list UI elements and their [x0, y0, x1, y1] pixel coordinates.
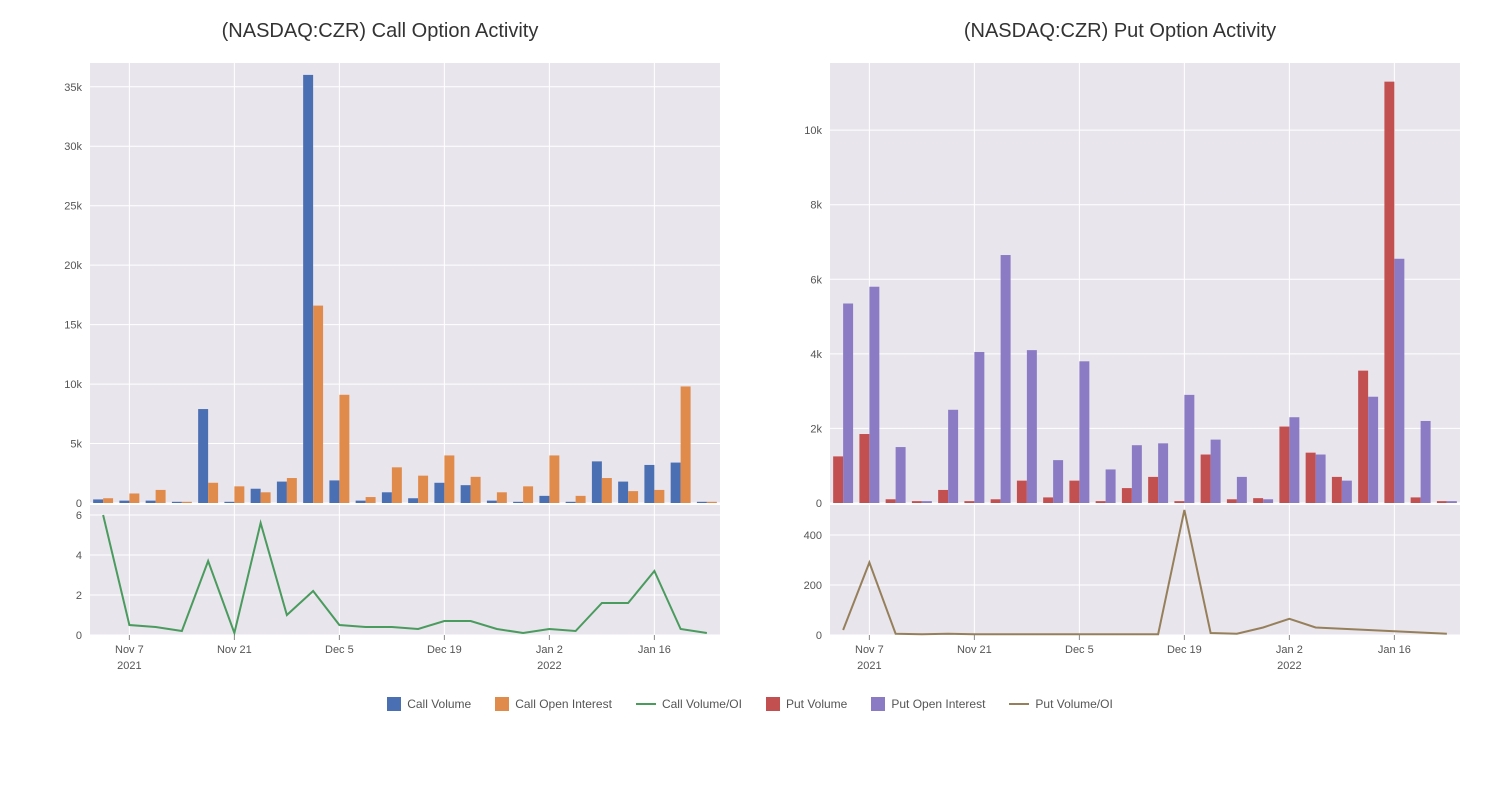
svg-text:0: 0 — [816, 498, 822, 510]
svg-text:Jan 2: Jan 2 — [1276, 644, 1303, 656]
legend-line — [636, 703, 656, 705]
svg-text:200: 200 — [804, 580, 822, 592]
legend-label: Put Volume/OI — [1035, 697, 1112, 711]
svg-text:Dec 19: Dec 19 — [1167, 644, 1202, 656]
svg-text:2022: 2022 — [1277, 660, 1301, 672]
legend-swatch — [871, 697, 885, 711]
put-title: (NASDAQ:CZR) Put Option Activity — [770, 20, 1470, 43]
svg-text:6k: 6k — [810, 274, 822, 286]
svg-text:10k: 10k — [804, 125, 822, 137]
svg-text:20k: 20k — [64, 260, 82, 272]
svg-text:Nov 7: Nov 7 — [855, 644, 884, 656]
svg-text:2021: 2021 — [117, 660, 141, 672]
call-svg: 0 5k 10k 15k 20k 25k 30k 35k 0 2 4 6 Nov 7 Nov 21 Dec … — [30, 53, 730, 685]
call-panel: (NASDAQ:CZR) Call Option Activity 0 5k 10k… — [30, 20, 730, 685]
put-panel: (NASDAQ:CZR) Put Option Activity 0 2k 4k 6k… — [770, 20, 1470, 685]
svg-text:Dec 5: Dec 5 — [325, 644, 354, 656]
svg-text:5k: 5k — [70, 439, 82, 451]
legend-item: Put Volume/OI — [1009, 697, 1112, 711]
legend-line — [1009, 703, 1029, 705]
svg-text:Jan 16: Jan 16 — [638, 644, 671, 656]
svg-text:Jan 2: Jan 2 — [536, 644, 563, 656]
legend-label: Put Volume — [786, 697, 847, 711]
svg-text:Nov 7: Nov 7 — [115, 644, 144, 656]
svg-text:0: 0 — [816, 630, 822, 642]
call-plot-area: 0 5k 10k 15k 20k 25k 30k 35k 0 2 4 6 Nov 7 Nov 21 Dec … — [30, 53, 730, 685]
legend-label: Call Volume — [407, 697, 471, 711]
legend-swatch — [387, 697, 401, 711]
svg-text:2: 2 — [76, 590, 82, 602]
svg-text:Nov 21: Nov 21 — [957, 644, 992, 656]
svg-text:0: 0 — [76, 498, 82, 510]
svg-text:25k: 25k — [64, 201, 82, 213]
svg-text:400: 400 — [804, 530, 822, 542]
legend: Call Volume Call Open Interest Call Volume… — [20, 697, 1480, 711]
svg-text:2k: 2k — [810, 423, 822, 435]
svg-text:Jan 16: Jan 16 — [1378, 644, 1411, 656]
svg-text:10k: 10k — [64, 379, 82, 391]
legend-item: Put Volume — [766, 697, 847, 711]
svg-text:Dec 5: Dec 5 — [1065, 644, 1094, 656]
legend-swatch — [495, 697, 509, 711]
svg-text:4k: 4k — [810, 349, 822, 361]
chart-container: (NASDAQ:CZR) Call Option Activity 0 5k 10k… — [20, 20, 1480, 685]
legend-label: Put Open Interest — [891, 697, 985, 711]
legend-item: Call Open Interest — [495, 697, 612, 711]
put-svg: 0 2k 4k 6k 8k 10k 0 200 400 Nov 7 Nov 21 Dec 5 Dec 1… — [770, 53, 1470, 685]
svg-text:15k: 15k — [64, 320, 82, 332]
svg-text:6: 6 — [76, 510, 82, 522]
legend-label: Call Volume/OI — [662, 697, 742, 711]
svg-text:0: 0 — [76, 630, 82, 642]
svg-text:Nov 21: Nov 21 — [217, 644, 252, 656]
svg-text:35k: 35k — [64, 82, 82, 94]
svg-text:30k: 30k — [64, 141, 82, 153]
call-title: (NASDAQ:CZR) Call Option Activity — [30, 20, 730, 43]
svg-text:2021: 2021 — [857, 660, 881, 672]
svg-text:2022: 2022 — [537, 660, 561, 672]
legend-item: Call Volume/OI — [636, 697, 742, 711]
svg-text:8k: 8k — [810, 200, 822, 212]
legend-item: Call Volume — [387, 697, 471, 711]
legend-swatch — [766, 697, 780, 711]
svg-text:Dec 19: Dec 19 — [427, 644, 462, 656]
legend-label: Call Open Interest — [515, 697, 612, 711]
svg-text:4: 4 — [76, 550, 82, 562]
put-plot-area: 0 2k 4k 6k 8k 10k 0 200 400 Nov 7 Nov 21 Dec 5 Dec 1… — [770, 53, 1470, 685]
legend-item: Put Open Interest — [871, 697, 985, 711]
